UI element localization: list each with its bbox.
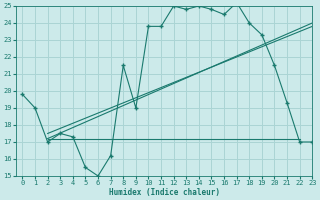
X-axis label: Humidex (Indice chaleur): Humidex (Indice chaleur) bbox=[109, 188, 220, 197]
